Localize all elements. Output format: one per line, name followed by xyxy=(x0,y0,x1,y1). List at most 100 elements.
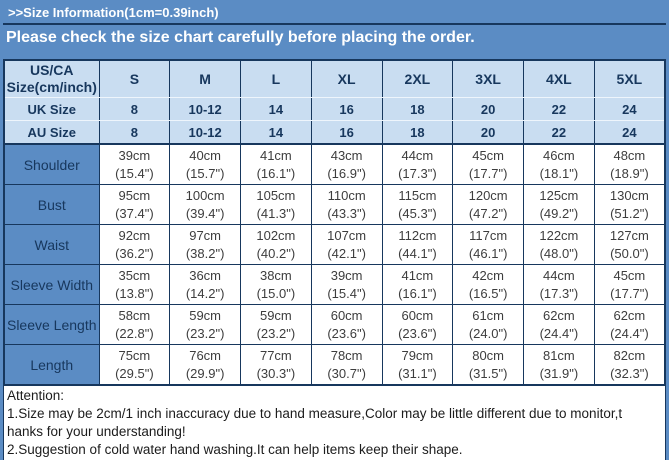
au-size-value: 22 xyxy=(523,120,595,145)
size-column-header-4xl: 4XL xyxy=(523,59,595,98)
inch-value: (24.0") xyxy=(468,325,508,341)
inch-value: (37.4") xyxy=(115,205,154,221)
cm-value: 45cm xyxy=(472,147,505,163)
size-column-header-s: S xyxy=(98,59,171,98)
cm-value: 61cm xyxy=(472,307,505,323)
inch-value: (15.0") xyxy=(256,285,296,301)
measurement-row-sleeve-length: Sleeve Length 58cm (22.8") 59cm (23.2") 59… xyxy=(3,304,666,345)
uk-size-value: 8 xyxy=(98,97,171,121)
measurement-label: Shoulder xyxy=(3,143,100,185)
uk-size-value: 16 xyxy=(310,97,383,121)
measurement-cell: 127cm (50.0") xyxy=(593,224,666,265)
inch-value: (17.3") xyxy=(398,165,437,181)
measurement-row-shoulder: Shoulder 39cm (15.4") 40cm (15.7") 41cm (16… xyxy=(3,143,666,185)
uk-size-value: 14 xyxy=(240,97,312,121)
inch-value: (32.3") xyxy=(610,365,649,381)
measurement-cell: 75cm (29.5") xyxy=(98,344,171,386)
measurement-cell: 130cm (51.2") xyxy=(593,184,666,225)
au-size-value: 16 xyxy=(310,120,383,145)
measurement-cell: 42cm (16.5") xyxy=(452,264,524,305)
cm-value: 59cm xyxy=(259,307,292,323)
measurement-cell: 61cm (24.0") xyxy=(452,304,524,345)
measurement-cell: 80cm (31.5") xyxy=(452,344,524,386)
measurement-cell: 95cm (37.4") xyxy=(98,184,171,225)
measurement-cell: 38cm (15.0") xyxy=(240,264,312,305)
measurement-cell: 39cm (15.4") xyxy=(310,264,383,305)
measurement-cell: 125cm (49.2") xyxy=(523,184,595,225)
measurement-cell: 59cm (23.2") xyxy=(240,304,312,345)
inch-value: (40.2") xyxy=(256,245,296,261)
inch-value: (22.8") xyxy=(115,325,154,341)
cm-value: 120cm xyxy=(468,187,508,203)
cm-value: 130cm xyxy=(609,187,649,203)
uk-size-value: 18 xyxy=(381,97,454,121)
cm-value: 40cm xyxy=(189,147,222,163)
inch-value: (31.1") xyxy=(398,365,437,381)
inch-value: (38.2") xyxy=(185,245,225,261)
cm-value: 59cm xyxy=(189,307,222,323)
inch-value: (39.4") xyxy=(185,205,225,221)
measurement-cell: 36cm (14.2") xyxy=(169,264,241,305)
cm-value: 125cm xyxy=(539,187,579,203)
inch-value: (47.2") xyxy=(468,205,508,221)
cm-value: 58cm xyxy=(118,307,151,323)
cm-value: 107cm xyxy=(327,227,367,243)
inch-value: (30.3") xyxy=(256,365,296,381)
measurement-cell: 78cm (30.7") xyxy=(310,344,383,386)
size-column-header-l: L xyxy=(240,59,312,98)
inch-value: (45.3") xyxy=(398,205,437,221)
cm-value: 43cm xyxy=(330,147,363,163)
measurement-cell: 60cm (23.6") xyxy=(381,304,454,345)
measurement-cell: 112cm (44.1") xyxy=(381,224,454,265)
size-column-header-2xl: 2XL xyxy=(381,59,454,98)
measurement-cell: 46cm (18.1") xyxy=(523,143,595,185)
attention-note: Attention: 1.Size may be 2cm/1 inch inac… xyxy=(3,386,666,460)
measurement-label: Sleeve Width xyxy=(3,264,100,305)
inch-value: (29.5") xyxy=(115,365,154,381)
measurement-cell: 41cm (16.1") xyxy=(381,264,454,305)
cm-value: 117cm xyxy=(469,227,508,243)
measurement-cell: 102cm (40.2") xyxy=(240,224,312,265)
size-column-header-m: M xyxy=(169,59,241,98)
inch-value: (43.3") xyxy=(327,205,366,221)
cm-value: 112cm xyxy=(398,227,437,243)
uk-size-value: 22 xyxy=(523,97,595,121)
measurement-cell: 97cm (38.2") xyxy=(169,224,241,265)
inch-value: (24.4") xyxy=(610,325,649,341)
cm-value: 100cm xyxy=(185,187,225,203)
cm-value: 42cm xyxy=(472,267,505,283)
attention-line: 2.Suggestion of cold water hand washing.… xyxy=(7,442,463,457)
measurement-cell: 79cm (31.1") xyxy=(381,344,454,386)
cm-value: 44cm xyxy=(401,147,434,163)
inch-value: (23.2") xyxy=(185,325,225,341)
measurement-cell: 117cm (46.1") xyxy=(452,224,524,265)
au-size-value: 20 xyxy=(452,120,524,145)
measurement-cell: 44cm (17.3") xyxy=(381,143,454,185)
inch-value: (48.0") xyxy=(539,245,579,261)
cm-value: 76cm xyxy=(189,347,222,363)
au-size-value: 24 xyxy=(593,120,666,145)
measurement-cell: 76cm (29.9") xyxy=(169,344,241,386)
uk-size-row: UK Size 8 10-12 14 16 18 20 22 24 xyxy=(3,97,666,121)
inch-value: (16.5") xyxy=(468,285,508,301)
measurement-row-bust: Bust 95cm (37.4") 100cm (39.4") 105cm (41.3… xyxy=(3,184,666,225)
cm-value: 35cm xyxy=(118,267,151,283)
measurement-cell: 45cm (17.7") xyxy=(452,143,524,185)
corner-label-line2: Size(cm/inch) xyxy=(6,79,97,95)
inch-value: (49.2") xyxy=(539,205,579,221)
cm-value: 127cm xyxy=(609,227,649,243)
measurement-cell: 62cm (24.4") xyxy=(593,304,666,345)
inch-value: (23.6") xyxy=(327,325,366,341)
inch-value: (51.2") xyxy=(610,205,649,221)
inch-value: (50.0") xyxy=(610,245,649,261)
corner-label-line1: US/CA xyxy=(29,62,74,78)
inch-value: (16.9") xyxy=(327,165,366,181)
inch-value: (15.4") xyxy=(327,285,366,301)
measurement-cell: 35cm (13.8") xyxy=(98,264,171,305)
cm-value: 48cm xyxy=(613,147,646,163)
cm-value: 78cm xyxy=(330,347,363,363)
cm-value: 82cm xyxy=(613,347,646,363)
inch-value: (17.7") xyxy=(468,165,508,181)
measurement-label: Waist xyxy=(3,224,100,265)
